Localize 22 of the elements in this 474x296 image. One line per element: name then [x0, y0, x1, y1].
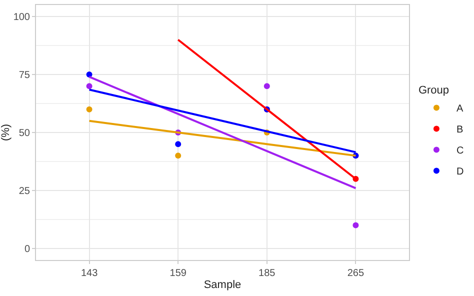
y-tick-label: 50	[18, 128, 30, 139]
x-tick-label: 265	[347, 268, 364, 279]
y-tick-label: 75	[18, 70, 30, 82]
y-tick-label: 25	[18, 186, 30, 197]
point	[86, 83, 92, 90]
legend-label: D	[456, 166, 464, 178]
x-tick-label: 143	[80, 268, 98, 279]
point	[264, 83, 270, 90]
point	[175, 152, 182, 159]
legend-label: C	[456, 146, 464, 157]
x-tick-label: 159	[170, 268, 187, 279]
point	[175, 141, 182, 148]
y-axis-title: (%)	[0, 124, 12, 142]
legend-label: B	[456, 124, 464, 136]
point	[86, 106, 92, 112]
x-tick-label: 185	[258, 268, 276, 279]
y-tick-label: 100	[13, 12, 30, 24]
x-axis-title: Sample	[204, 279, 242, 292]
point	[352, 222, 359, 228]
legend-title: Group	[418, 84, 450, 96]
legend-label: A	[456, 104, 464, 115]
y-tick-label: 0	[24, 244, 30, 255]
